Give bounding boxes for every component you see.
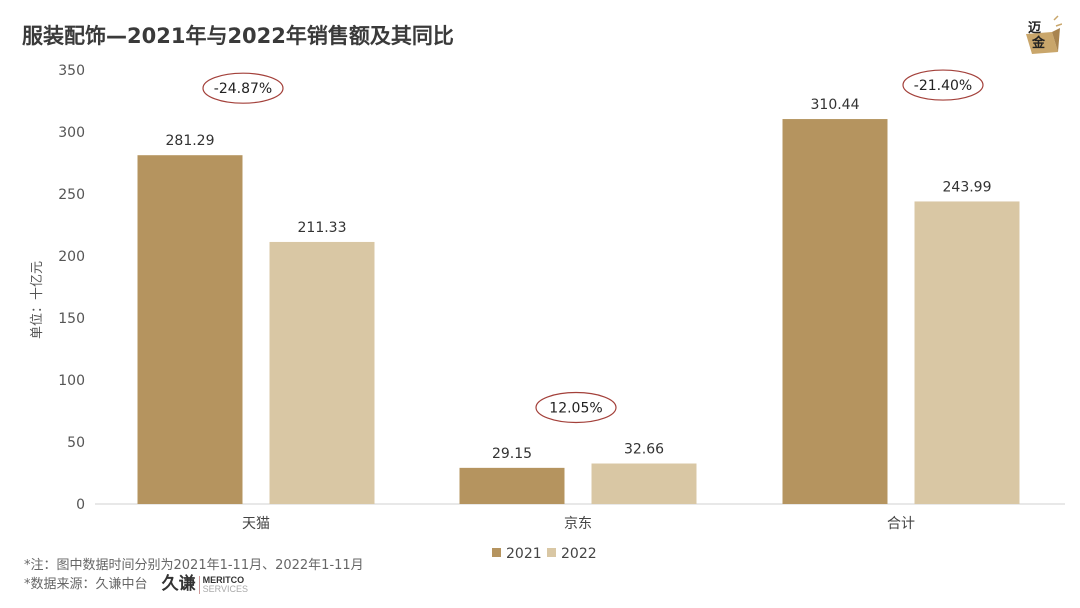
- bar: [914, 201, 1020, 504]
- note-text: *注：图中数据时间分别为2021年1-11月、2022年1-11月: [24, 558, 364, 573]
- svg-text:金: 金: [1031, 35, 1046, 51]
- data-label: 32.66: [624, 442, 664, 458]
- legend-label: 2021: [506, 546, 542, 562]
- legend-swatch: [547, 548, 556, 557]
- data-label: 29.15: [492, 446, 532, 462]
- data-label: 243.99: [943, 179, 992, 195]
- yoy-ellipse: [535, 391, 617, 424]
- source-text: *数据来源：久谦中台: [24, 577, 148, 592]
- yoy-label: 12.05%: [549, 401, 602, 417]
- x-tick-label: 天猫: [242, 516, 270, 532]
- bar: [459, 467, 565, 504]
- y-tick-label: 300: [58, 125, 85, 141]
- yoy-ellipse: [202, 72, 284, 104]
- chart-title: 服装配饰—2021年与2022年销售额及其同比: [22, 24, 454, 48]
- bar: [591, 463, 697, 504]
- svg-text:迈: 迈: [1028, 21, 1041, 36]
- y-tick-label: 250: [58, 187, 85, 203]
- yoy-label: -21.40%: [914, 78, 972, 94]
- data-label: 281.29: [166, 133, 215, 149]
- yoy-label: -24.87%: [214, 81, 272, 97]
- brand-logo: 久谦 MERITCO SERVICES: [161, 574, 249, 594]
- y-tick-label: 0: [76, 497, 85, 513]
- footnotes: *注：图中数据时间分别为2021年1-11月、2022年1-11月 *数据来源：…: [24, 556, 364, 594]
- y-axis-label: 单位：十亿元: [30, 261, 45, 339]
- y-tick-label: 100: [58, 373, 85, 389]
- y-tick-label: 150: [58, 311, 85, 327]
- bar: [137, 155, 243, 505]
- x-tick-label: 合计: [887, 516, 915, 532]
- data-label: 310.44: [811, 97, 860, 113]
- y-tick-label: 50: [67, 435, 85, 451]
- legend-swatch: [492, 548, 501, 557]
- yoy-ellipse: [902, 69, 984, 101]
- x-tick-label: 京东: [564, 516, 592, 532]
- y-tick-label: 350: [58, 63, 85, 79]
- data-label: 211.33: [298, 220, 347, 236]
- bar: [269, 241, 375, 504]
- logo-icon: 迈 金: [1026, 15, 1062, 54]
- y-tick-label: 200: [58, 249, 85, 265]
- bar: [782, 119, 888, 505]
- legend-label: 2022: [561, 546, 597, 562]
